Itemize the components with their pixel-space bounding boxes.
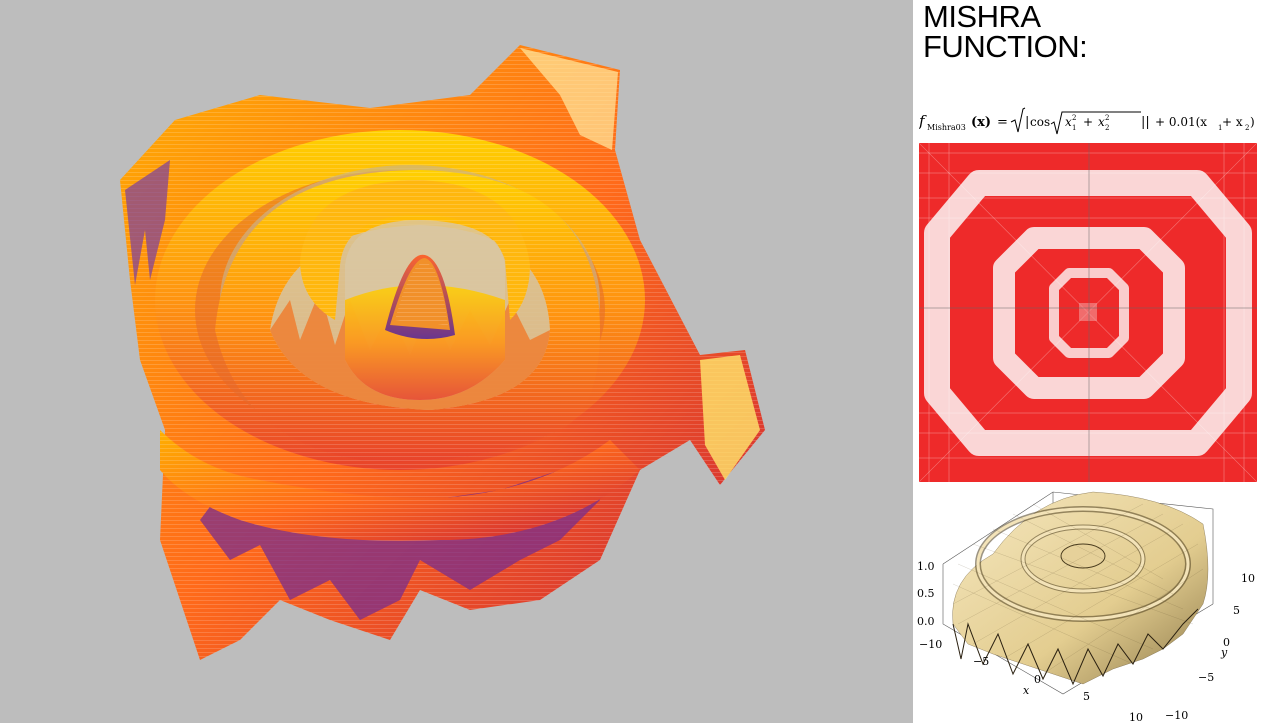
contour-plot (919, 143, 1257, 482)
formula-lhs-arg: (x) (971, 115, 991, 130)
x-tick-label: −5 (973, 655, 989, 668)
formula-f: f (919, 112, 927, 130)
title-line-1: MISHRA (923, 0, 1041, 34)
contour-band-inner (1049, 268, 1129, 358)
page-title: MISHRA FUNCTION: (923, 0, 1253, 64)
mishra-formula: f Mishra03 (x) = | cos x 1 2 + x 2 2 || … (919, 107, 1255, 135)
formula-x1-sup: 2 (1072, 114, 1076, 122)
contour-band-outer (924, 170, 1252, 456)
formula-x1: x (1065, 115, 1072, 129)
formula-tail-end: ) (1250, 115, 1255, 129)
front-ridge (160, 430, 640, 541)
contour-band-middle (993, 227, 1185, 399)
y-axis-ticks: 10 5 0 −5 −10 (1165, 572, 1255, 722)
3d-viewport[interactable] (0, 0, 913, 723)
x-tick-label: −10 (919, 638, 942, 651)
y-tick-label: −10 (1165, 709, 1188, 722)
x-tick-label: 5 (1083, 690, 1090, 703)
formula-abs-close: || (1141, 115, 1150, 130)
z-tick-label: 1.0 (917, 560, 935, 573)
formula-tail-mid: + x (1222, 115, 1243, 129)
formula-plus: + (1083, 115, 1093, 129)
formula-eq: = (997, 115, 1008, 130)
formula-cos: cos (1030, 115, 1050, 129)
x-axis-ticks: −10 −5 0 5 10 (919, 638, 1143, 723)
y-tick-label: −5 (1198, 671, 1214, 684)
y-axis-label: y (1220, 646, 1228, 659)
formula-subscript: Mishra03 (927, 123, 966, 132)
y-tick-label: 10 (1241, 572, 1255, 585)
z-tick-label: 0.5 (917, 587, 935, 600)
formula-x2-sup: 2 (1105, 114, 1109, 122)
formula-x1-sub: 1 (1072, 124, 1076, 132)
formula-x2: x (1098, 115, 1105, 129)
x-axis-label: x (1023, 684, 1030, 697)
central-peak (385, 254, 455, 339)
mathematica-surface-plot: 1.0 0.5 0.0 −10 −5 0 5 10 x 10 5 0 −5 −1… (917, 491, 1255, 723)
mishra-3d-wireframe (120, 45, 765, 660)
x-tick-label: 10 (1129, 711, 1143, 723)
formula-tail-sub1: 1 (1218, 124, 1222, 132)
formula-tail-sub2: 2 (1245, 124, 1249, 132)
title-line-2: FUNCTION: (923, 29, 1088, 64)
formula-abs-open: | (1025, 115, 1029, 130)
z-tick-label: 0.0 (917, 615, 935, 628)
x-tick-label: 0 (1034, 673, 1041, 686)
surface-body (952, 491, 1209, 685)
y-tick-label: 0 (1223, 636, 1230, 649)
z-axis-ticks: 1.0 0.5 0.0 (917, 560, 935, 628)
formula-tail: + 0.01(x (1155, 115, 1207, 129)
formula-x2-sub: 2 (1105, 124, 1109, 132)
info-panel: MISHRA FUNCTION: f Mishra03 (x) = | cos … (913, 0, 1261, 723)
y-tick-label: 5 (1233, 604, 1240, 617)
